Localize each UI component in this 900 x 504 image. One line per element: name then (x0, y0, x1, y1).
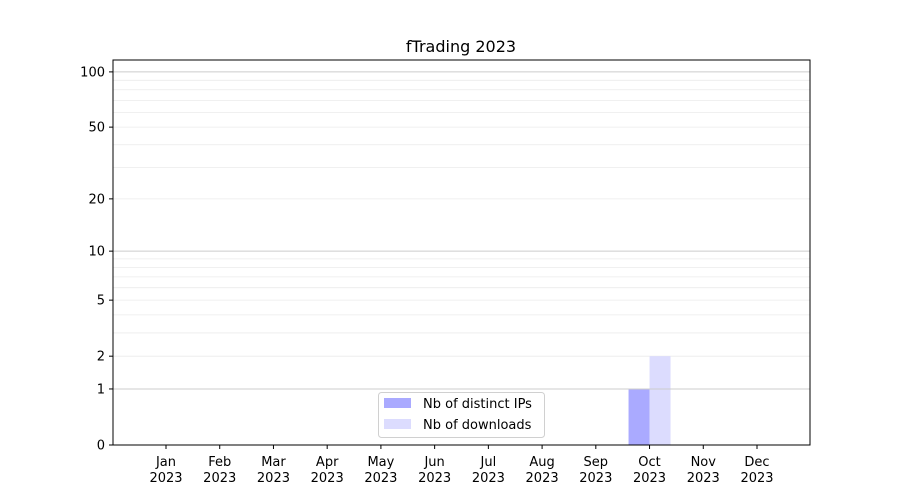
plot-frame (112, 59, 811, 446)
legend-label: Nb of distinct IPs (423, 397, 532, 412)
x-tick-year: 2023 (418, 471, 451, 486)
x-tick-year: 2023 (257, 471, 290, 486)
y-tick-label: 2 (97, 350, 105, 365)
bar-downloads (649, 356, 671, 445)
x-tick-month: Oct (638, 455, 660, 470)
legend: Nb of distinct IPs Nb of downloads (378, 392, 545, 438)
x-tick-year: 2023 (526, 471, 559, 486)
x-tick-month: Mar (261, 455, 286, 470)
x-tick-month: Nov (691, 455, 717, 470)
y-tick-label: 0 (97, 439, 105, 454)
x-tick-year: 2023 (579, 471, 612, 486)
x-tick-month: May (367, 455, 394, 470)
x-tick-month: Jul (480, 455, 497, 470)
bar-distinct-ips (628, 388, 650, 445)
x-tick-year: 2023 (687, 471, 720, 486)
legend-swatch (384, 398, 411, 408)
x-tick-year: 2023 (149, 471, 182, 486)
x-tick-month: Apr (316, 455, 339, 470)
y-tick-label: 20 (88, 192, 105, 207)
x-tick-year: 2023 (311, 471, 344, 486)
x-tick-year: 2023 (203, 471, 236, 486)
x-tick-year: 2023 (740, 471, 773, 486)
y-tick-label: 100 (80, 65, 105, 80)
y-tick-label: 1 (97, 382, 105, 397)
x-tick-year: 2023 (364, 471, 397, 486)
chart-title: fTrading 2023 (406, 37, 516, 56)
y-tick-label: 50 (88, 121, 105, 136)
y-tick-label: 10 (88, 245, 105, 260)
x-tick-month: Jan (155, 455, 176, 470)
x-tick-month: Aug (529, 455, 554, 470)
x-tick-month: Sep (584, 455, 609, 470)
legend-label: Nb of downloads (423, 418, 532, 433)
x-tick-month: Jun (423, 455, 444, 470)
legend-swatch (384, 419, 411, 429)
x-tick-month: Feb (208, 455, 231, 470)
x-tick-year: 2023 (472, 471, 505, 486)
x-tick-year: 2023 (633, 471, 666, 486)
y-tick-label: 5 (97, 294, 105, 309)
legend-box (378, 392, 545, 438)
x-tick-month: Dec (744, 455, 769, 470)
